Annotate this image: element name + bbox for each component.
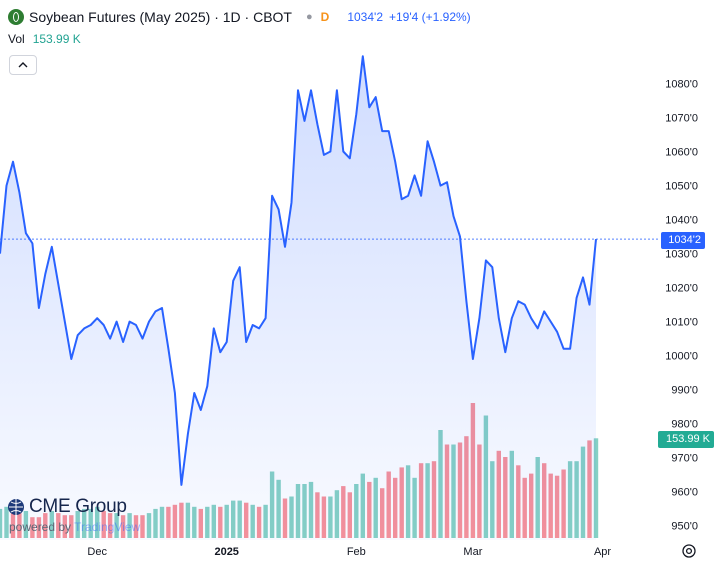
symbol-title[interactable]: Soybean Futures (May 2025) · 1D · CBOT [29,9,292,25]
price-change: +19'4 (+1.92%) [389,10,471,24]
separator-dot: ● [306,11,313,23]
volume-value: 153.99 K [32,32,81,46]
price-tick-label: 1080'0 [665,79,698,91]
legend-header: Soybean Futures (May 2025) · 1D · CBOT ●… [8,7,471,27]
time-tick-label: Feb [347,546,366,558]
powered-by-text: powered by [9,520,72,534]
time-tick-label: 2025 [214,546,238,558]
price-tick-label: 980'0 [671,419,698,431]
price-tick-label: 1000'0 [665,351,698,363]
price-tick-label: 1050'0 [665,181,698,193]
cme-logo-text: CME Group [29,496,127,517]
price-line [0,55,597,486]
price-tick-label: 1040'0 [665,215,698,227]
price-tick-label: 1020'0 [665,283,698,295]
price-tick-label: 1060'0 [665,147,698,159]
price-tick-label: 1070'0 [665,113,698,125]
time-tick-label: Dec [87,546,107,558]
soybean-icon [8,9,24,25]
last-price-badge: 1034'2 [661,232,705,249]
time-tick-label: Apr [594,546,611,558]
price-tick-label: 1010'0 [665,317,698,329]
last-price: 1034'2 [347,10,383,24]
powered-by-tradingview[interactable]: powered by TradingView [9,520,140,534]
price-tick-label: 990'0 [671,385,698,397]
time-axis: Dec 2025 Feb Mar Apr [87,546,611,558]
price-tick-label: 950'0 [671,521,698,533]
time-tick-label: Mar [463,546,482,558]
volume-badge: 153.99 K [658,431,714,448]
price-area-fill [0,56,596,541]
cme-group-logo[interactable]: CME Group [7,496,127,518]
collapse-legend-button[interactable] [9,55,37,75]
tradingview-text: TradingView [74,520,141,534]
cme-globe-icon [8,499,24,515]
price-tick-label: 1030'0 [665,249,698,261]
chevron-up-icon [18,62,28,68]
price-tick-label: 960'0 [671,487,698,499]
price-tick-label: 970'0 [671,453,698,465]
price-axis: 1080'0 1070'0 1060'0 1050'0 1040'0 1030'0 1020… [665,79,698,533]
gear-icon[interactable] [681,543,697,559]
market-status-badge[interactable]: D [320,10,330,24]
volume-legend: Vol 153.99 K [8,32,81,46]
volume-label: Vol [8,32,25,46]
